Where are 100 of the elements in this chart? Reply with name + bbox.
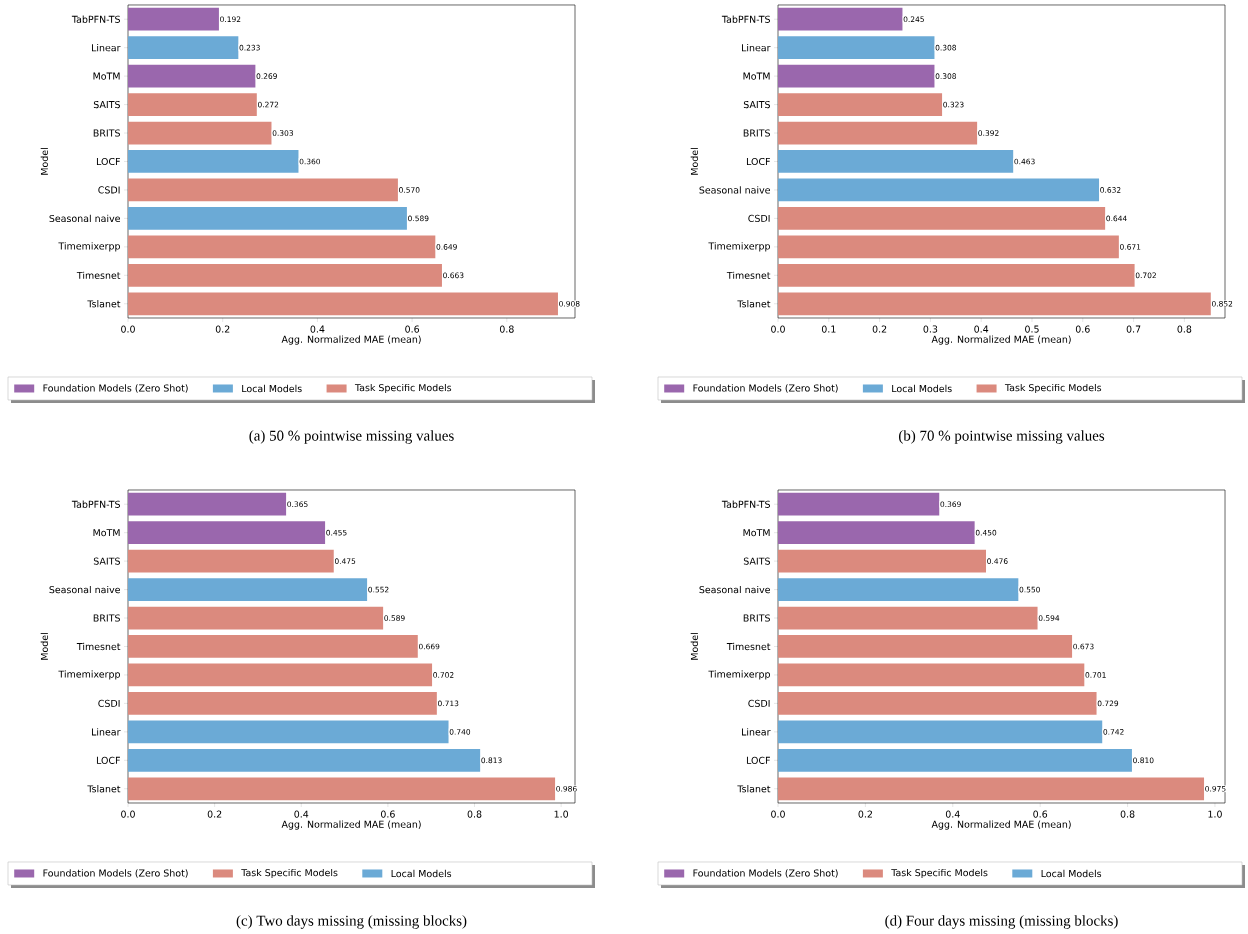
bar: [778, 292, 1211, 316]
bar: [778, 748, 1132, 772]
y-tick-label: Tslanet: [87, 785, 121, 793]
y-tick-label: CSDI: [98, 186, 120, 194]
y-axis-title: Model: [40, 148, 49, 175]
text: (a) 50 % pointwise missing values: [249, 430, 454, 444]
bar: [128, 492, 287, 516]
bar: [778, 36, 935, 60]
y-tick-label: CSDI: [748, 214, 770, 222]
y-tick-label: Linear: [742, 44, 771, 52]
y-tick-label: BRITS: [93, 129, 120, 137]
bar: [128, 578, 368, 601]
y-tick-label: Linear: [92, 44, 121, 52]
x-tick-label: 0.0: [771, 325, 785, 333]
x-tick-label: 0.2: [215, 325, 230, 333]
bar: [778, 663, 1085, 687]
y-tick-label: Seasonal naive: [699, 585, 770, 594]
bar: [128, 635, 418, 658]
y-tick-label: TabPFN-TS: [721, 500, 770, 508]
y-tick-label: MoTM: [93, 529, 120, 537]
bar: [128, 720, 449, 744]
bar: [778, 549, 986, 573]
x-tick-label: 0.4: [310, 325, 325, 333]
y-tick-label: Seasonal naive: [49, 214, 120, 223]
bar: [778, 777, 1205, 801]
y-tick-label: Timesnet: [726, 642, 771, 651]
y-tick-label: CSDI: [748, 699, 770, 707]
bar: [128, 178, 398, 202]
x-tick-label: 0.6: [405, 325, 420, 333]
x-tick-label: 0.8: [467, 810, 482, 818]
y-axis-title: Model: [690, 633, 699, 660]
y-axis-title: Model: [40, 633, 49, 660]
legend-label: Local Models: [1041, 869, 1102, 878]
x-tick-label: 0.2: [872, 325, 887, 333]
bar: [128, 521, 326, 545]
x-tick-label: 0.6: [380, 810, 395, 818]
y-tick-label: CSDI: [98, 699, 120, 707]
y-tick-label: Timemixerpp: [708, 670, 770, 680]
legend-label: Task Specific Models: [1004, 383, 1102, 394]
bar: [778, 121, 978, 145]
bar: [128, 235, 436, 259]
y-tick-label: SAITS: [743, 100, 770, 109]
y-tick-label: LOCF: [96, 157, 120, 166]
y-tick-label: Linear: [742, 728, 771, 736]
legend-label: Local Models: [391, 869, 452, 878]
y-axis-title: Model: [690, 148, 699, 175]
y-tick-label: Linear: [91, 728, 121, 736]
bar: [778, 207, 1106, 230]
legend-label: Foundation Models (Zero Shot): [43, 384, 188, 393]
bar: [128, 292, 558, 316]
text: (c) Two days missing (missing blocks): [236, 915, 467, 929]
bar: [778, 692, 1097, 715]
x-tick-label: 0.6: [1033, 810, 1048, 818]
x-tick-label: 0.2: [207, 810, 222, 818]
y-tick-label: BRITS: [743, 129, 770, 137]
x-tick-label: 0.3: [923, 325, 938, 333]
bar: [778, 578, 1019, 601]
text: (b) 70 % pointwise missing values: [899, 430, 1105, 444]
bar: [778, 492, 940, 516]
x-tick-label: 0.4: [294, 810, 309, 818]
y-tick-label: SAITS: [93, 100, 120, 109]
x-tick-label: 0.5: [1025, 325, 1039, 333]
legend-label: Foundation Models (Zero Shot): [693, 869, 838, 878]
bar: [128, 7, 219, 31]
y-tick-label: SAITS: [743, 557, 770, 565]
bar: [778, 64, 935, 88]
bar: [778, 93, 943, 116]
y-tick-label: Timesnet: [726, 271, 771, 279]
x-tick-label: 0.7: [1126, 325, 1141, 333]
x-tick-label: 0.4: [945, 810, 960, 818]
y-tick-label: Tslanet: [737, 300, 771, 308]
bar: [128, 549, 334, 573]
bar: [128, 692, 437, 715]
y-tick-label: MoTM: [743, 529, 770, 537]
bar: [128, 207, 407, 230]
bar: [128, 263, 442, 287]
legend-label: Foundation Models (Zero Shot): [43, 869, 188, 878]
y-tick-label: Timesnet: [76, 271, 121, 279]
y-tick-label: Timemixerpp: [708, 242, 770, 252]
y-tick-label: Timemixerpp: [58, 670, 120, 680]
x-tick-label: 0.6: [1075, 325, 1090, 333]
x-tick-label: 0.8: [499, 325, 514, 333]
y-tick-label: MoTM: [93, 72, 120, 80]
y-tick-label: LOCF: [96, 756, 120, 764]
y-tick-label: MoTM: [743, 72, 770, 80]
legend-label: Local Models: [242, 384, 302, 393]
y-tick-label: SAITS: [93, 557, 120, 565]
legend-label: Task Specific Models: [354, 383, 452, 394]
bar: [778, 521, 975, 545]
bar: [128, 606, 384, 630]
y-tick-label: LOCF: [746, 157, 770, 166]
legend-label: Local Models: [892, 384, 952, 393]
x-tick-label: 0.2: [858, 810, 872, 818]
y-tick-label: BRITS: [743, 614, 770, 622]
y-tick-label: LOCF: [746, 756, 770, 764]
bar: [778, 235, 1119, 259]
y-tick-label: Seasonal naive: [49, 585, 120, 594]
bar: [128, 36, 239, 60]
y-tick-label: TabPFN-TS: [71, 15, 120, 23]
text: (d) Four days missing (missing blocks): [885, 915, 1118, 929]
